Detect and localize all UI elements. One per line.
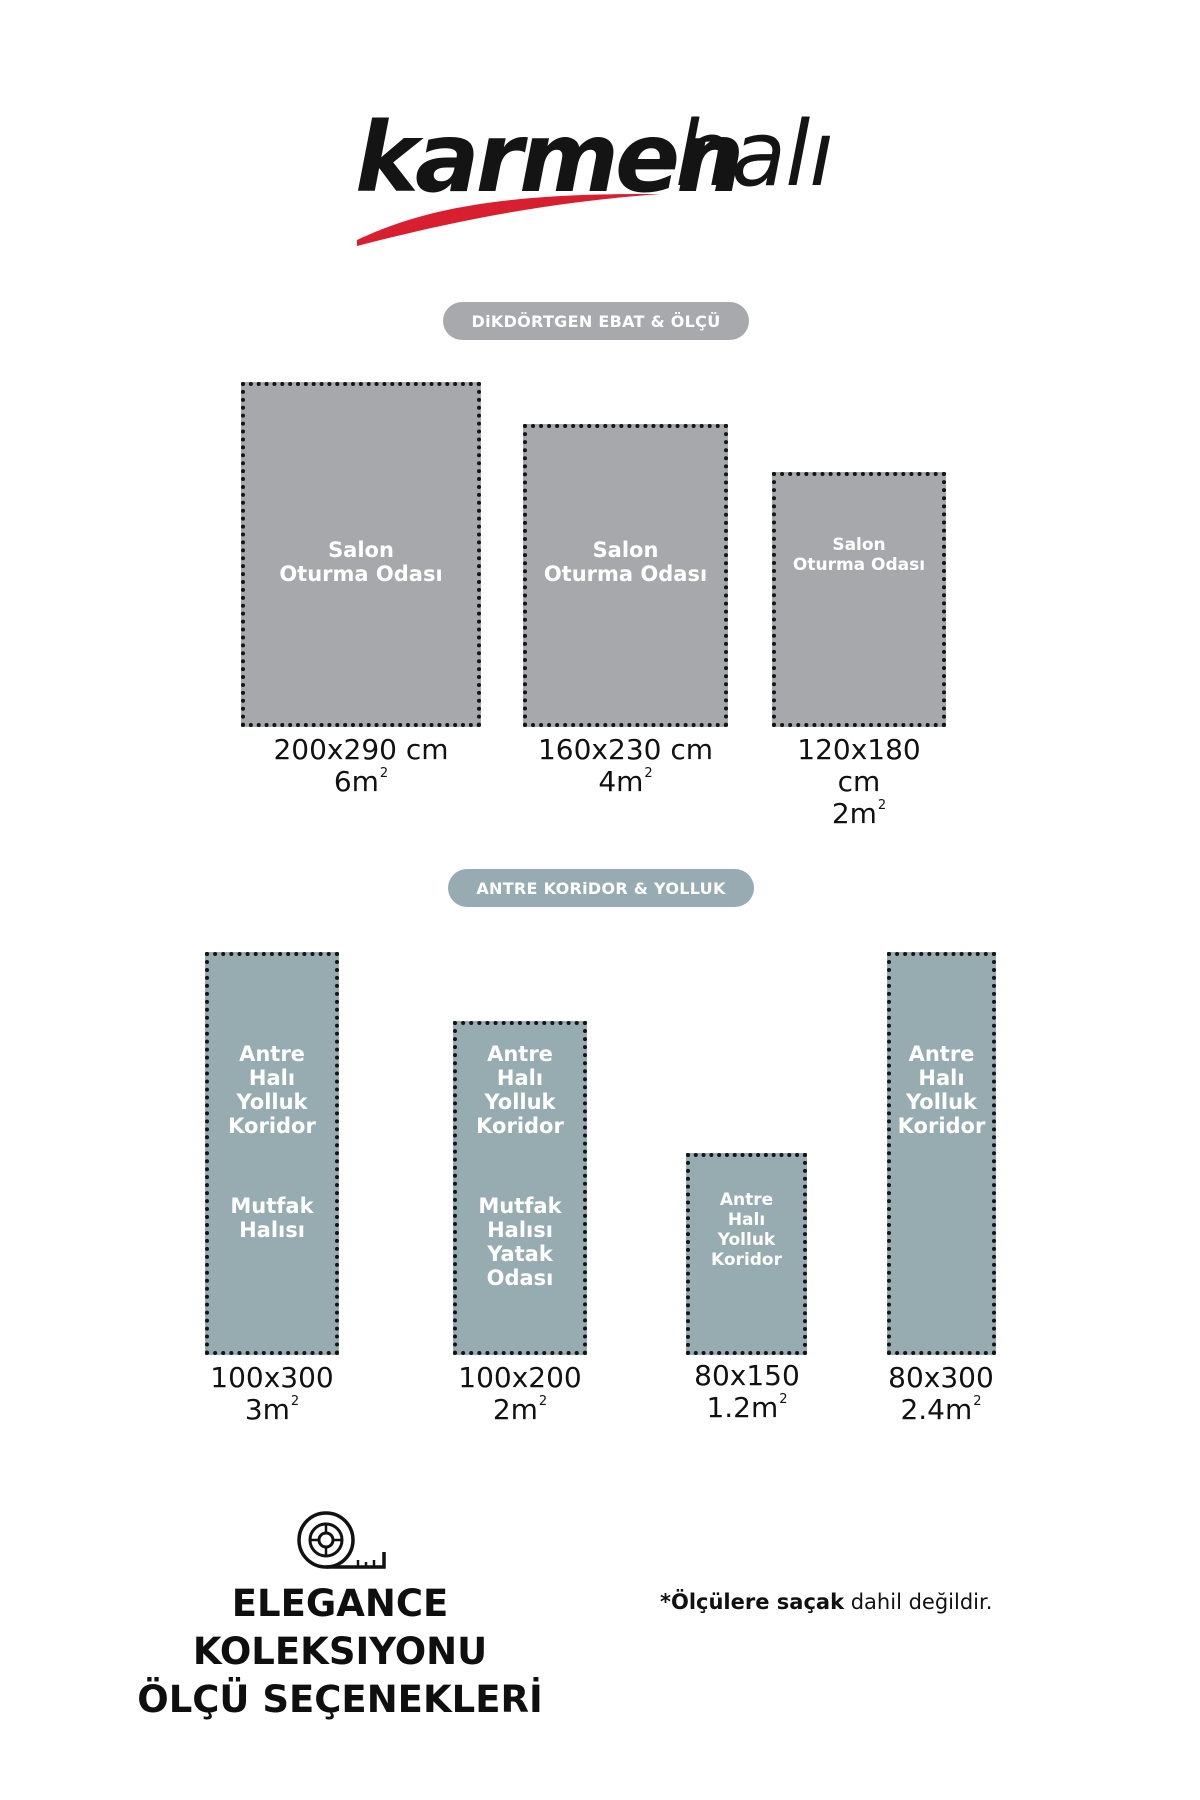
rug-card-100x300: Antre Halı Yolluk Koridor Mutfak Halısı xyxy=(205,952,339,1355)
rug-card-80x150: Antre Halı Yolluk Koridor xyxy=(686,1153,807,1355)
fringe-note: *Ölçülere saçak dahil değildir. xyxy=(660,1590,1140,1614)
section-pill-runner: ANTRE KORiDOR & YOLLUK xyxy=(448,869,754,907)
rug-card-label-top: Antre Halı Yolluk Koridor xyxy=(228,1042,316,1139)
rug-card-200x290: Salon Oturma Odası xyxy=(241,382,481,727)
brand-logo: karmen halı xyxy=(355,100,855,260)
brand-name-light: halı xyxy=(675,102,834,207)
tape-measure-icon xyxy=(297,1511,386,1569)
rug-area: 1.2m2 xyxy=(706,1391,788,1425)
rug-area: 4m2 xyxy=(598,765,653,799)
rug-area: 2.4m2 xyxy=(900,1393,982,1427)
rug-size: 120x180 cm xyxy=(797,733,921,799)
rug-dimension-100x300: 100x300 3m2 xyxy=(192,1361,352,1427)
rug-area: 2m2 xyxy=(492,1393,548,1427)
rug-dimension-100x200: 100x200 2m2 xyxy=(440,1361,600,1427)
rug-card-label-bottom: Mutfak Halısı Yatak Odası xyxy=(478,1194,562,1291)
collection-title: ELEGANCE KOLEKSIYONU ÖLÇÜ SEÇENEKLERİ xyxy=(80,1580,600,1724)
rug-card-label-top: Antre Halı Yolluk Koridor xyxy=(897,1042,986,1139)
rug-dimension-120x180: 120x180 cm 2m2 xyxy=(772,733,946,831)
rug-size: 80x150 xyxy=(694,1359,800,1392)
fringe-note-bold: *Ölçülere saçak xyxy=(660,1590,845,1614)
rug-size: 200x290 cm xyxy=(273,733,449,766)
collection-title-line2: ÖLÇÜ SEÇENEKLERİ xyxy=(137,1678,543,1722)
section-pill-rectangular: DiKDÖRTGEN EBAT & ÖLÇÜ xyxy=(443,302,749,340)
fringe-note-rest: dahil değildir. xyxy=(844,1590,993,1614)
rug-card-label-top: Antre Halı Yolluk Koridor xyxy=(476,1042,564,1139)
rug-card-label-bottom: Mutfak Halısı xyxy=(230,1194,314,1243)
rug-size: 160x230 cm xyxy=(537,733,714,766)
rug-size: 100x200 xyxy=(458,1361,582,1394)
collection-title-line1: ELEGANCE KOLEKSIYONU xyxy=(192,1582,488,1674)
rug-dimension-160x230: 160x230 cm 4m2 xyxy=(523,733,728,799)
rug-size: 100x300 xyxy=(210,1361,334,1394)
rug-card-label: Salon Oturma Odası xyxy=(543,538,708,587)
rug-dimension-80x300: 80x300 2.4m2 xyxy=(866,1361,1016,1427)
rug-card-120x180: Salon Oturma Odası xyxy=(772,472,946,727)
rug-card-label: Salon Oturma Odası xyxy=(279,538,443,587)
rug-area: 3m2 xyxy=(244,1393,300,1427)
rug-dimension-80x150: 80x150 1.2m2 xyxy=(672,1359,822,1425)
rug-card-100x200: Antre Halı Yolluk Koridor Mutfak Halısı … xyxy=(453,1021,587,1355)
rug-area: 2m2 xyxy=(831,797,887,831)
rug-card-label: Salon Oturma Odası xyxy=(792,535,926,575)
logo-swoosh-icon xyxy=(357,193,660,246)
rug-size: 80x300 xyxy=(888,1361,994,1394)
rug-area: 6m2 xyxy=(333,765,389,799)
rug-card-label-top: Antre Halı Yolluk Koridor xyxy=(711,1190,782,1270)
rug-card-80x300: Antre Halı Yolluk Koridor xyxy=(887,952,996,1355)
rug-dimension-200x290: 200x290 cm 6m2 xyxy=(241,733,481,799)
brand-name-bold: karmen xyxy=(355,102,744,214)
rug-card-160x230: Salon Oturma Odası xyxy=(523,424,728,727)
